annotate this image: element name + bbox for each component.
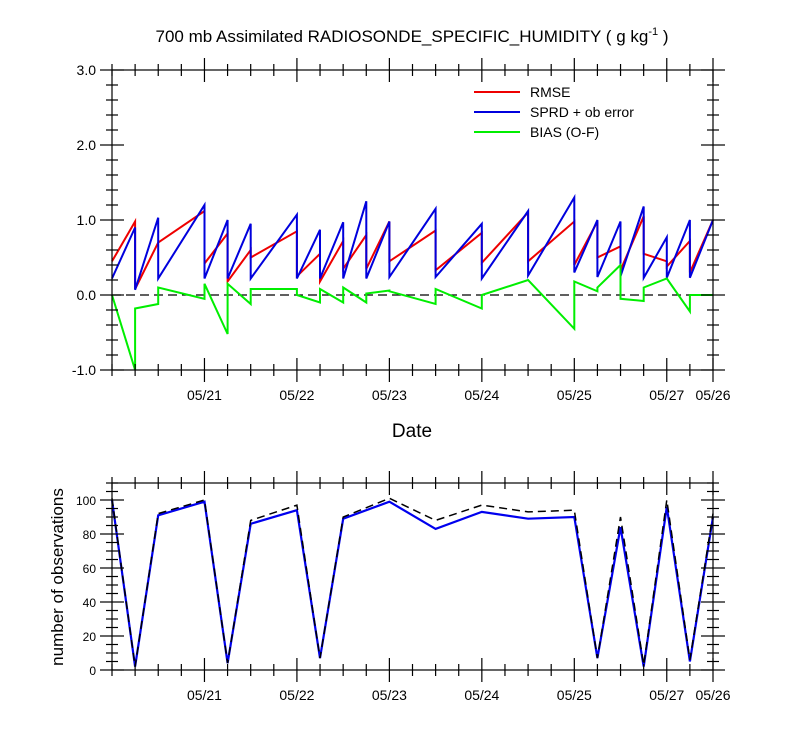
bottom-tick-labels: 05/21 05/22 05/23 05/24 05/25 05/27 05/26 100 80… <box>76 494 731 703</box>
bottom-y-tick-label: 100 <box>76 494 96 508</box>
bottom-x-tick-label: 05/26 <box>695 687 730 703</box>
bottom-y-tick-label: 80 <box>83 528 97 542</box>
top-ticks-group <box>100 58 725 382</box>
legend: RMSE SPRD + ob error BIAS (O-F) <box>474 84 634 140</box>
obs-used-line <box>110 499 715 667</box>
chart-title: 700 mb Assimilated RADIOSONDE_SPECIFIC_H… <box>156 26 669 46</box>
bottom-y-axis-label: number of observations <box>48 488 67 666</box>
chart-title-main: 700 mb Assimilated RADIOSONDE_SPECIFIC_H… <box>156 27 649 46</box>
top-x-tick-label: 05/24 <box>464 387 499 403</box>
bottom-x-tick-label: 05/21 <box>187 687 222 703</box>
top-x-tick-label: 05/26 <box>695 387 730 403</box>
top-y-tick-label: 2.0 <box>77 137 97 153</box>
chart-title-exponent: -1 <box>648 26 658 38</box>
bottom-x-tick-label: 05/25 <box>557 687 592 703</box>
top-plot: 05/21 05/22 05/23 05/24 05/25 05/27 05/26 3.0 2.… <box>72 58 731 442</box>
bottom-y-tick-label: 20 <box>83 630 97 644</box>
bottom-plot-frame <box>111 482 714 671</box>
top-y-tick-label: -1.0 <box>72 362 96 378</box>
bias-line <box>111 262 713 371</box>
bottom-y-tick-label: 0 <box>89 664 96 678</box>
sprd-line <box>111 193 714 291</box>
bottom-y-tick-label: 40 <box>83 596 97 610</box>
bottom-x-tick-label: 05/27 <box>649 687 684 703</box>
top-series-group <box>111 193 714 371</box>
top-y-tick-label: 0.0 <box>77 287 97 303</box>
top-x-tick-label: 05/22 <box>279 387 314 403</box>
top-x-tick-label: 05/21 <box>187 387 222 403</box>
top-x-axis-label: Date <box>392 421 432 442</box>
bottom-x-tick-label: 05/22 <box>279 687 314 703</box>
obs-possible-line <box>111 497 714 667</box>
bottom-ticks-group <box>100 471 725 682</box>
bottom-plot: 05/21 05/22 05/23 05/24 05/25 05/27 05/26 100 80… <box>48 471 731 703</box>
rmse-line <box>111 209 714 290</box>
top-tick-labels: 05/21 05/22 05/23 05/24 05/25 05/27 05/26 3.0 2.… <box>72 62 731 403</box>
top-x-tick-label: 05/23 <box>372 387 407 403</box>
legend-label: RMSE <box>530 84 570 100</box>
legend-label: BIAS (O-F) <box>530 124 599 140</box>
legend-label: SPRD + ob error <box>530 104 634 120</box>
bottom-x-tick-label: 05/23 <box>372 687 407 703</box>
bottom-x-tick-label: 05/24 <box>464 687 499 703</box>
bottom-series-group <box>110 497 715 667</box>
top-x-tick-label: 05/27 <box>649 387 684 403</box>
top-y-tick-label: 3.0 <box>77 62 97 78</box>
top-x-tick-label: 05/25 <box>557 387 592 403</box>
bottom-y-tick-label: 60 <box>83 562 97 576</box>
top-y-tick-label: 1.0 <box>77 212 97 228</box>
chart-title-tail: ) <box>658 27 668 46</box>
